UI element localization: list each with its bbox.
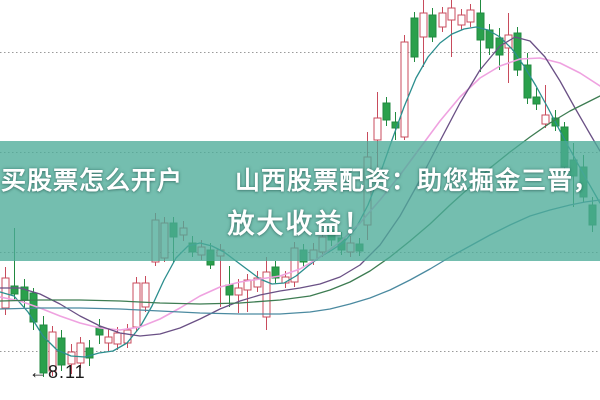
banner-line-2: 放大收益！ bbox=[227, 209, 373, 239]
banner-line-1: 买股票怎么开户 山西股票配资：助您掘金三晋， bbox=[0, 167, 599, 195]
promo-banner[interactable]: 买股票怎么开户 山西股票配资：助您掘金三晋， 放大收益！ bbox=[0, 141, 600, 261]
price-annotation: ←8.11 bbox=[29, 362, 86, 382]
